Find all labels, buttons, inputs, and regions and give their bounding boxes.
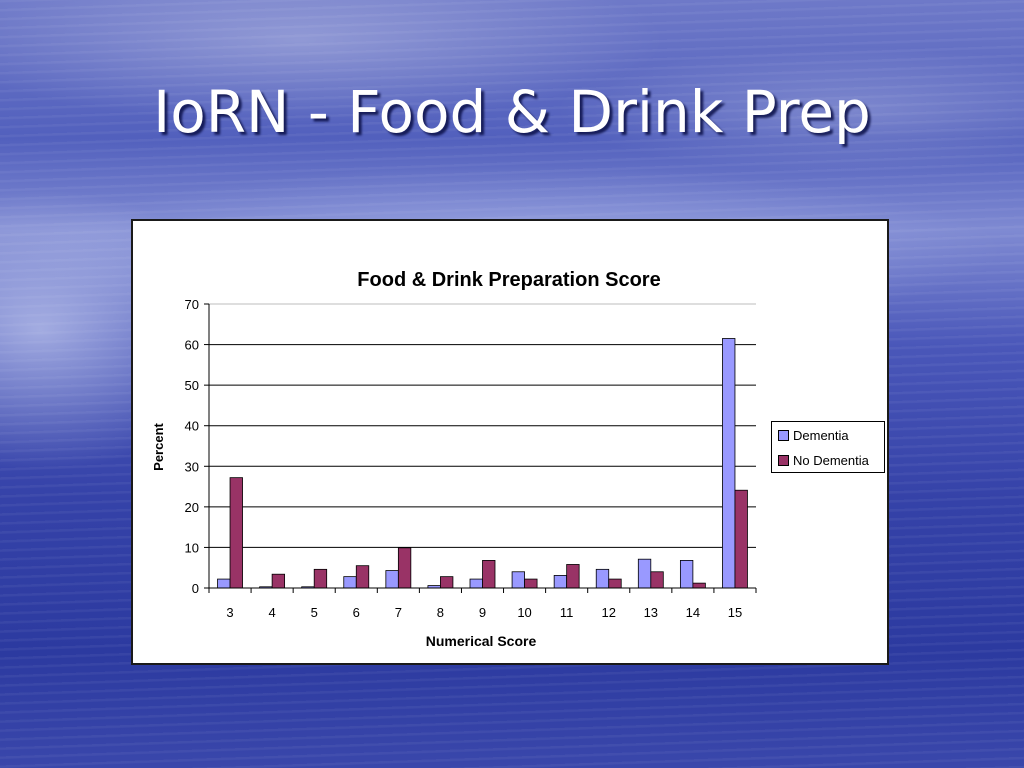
bar-no-dementia <box>608 578 622 589</box>
x-tick-label: 12 <box>601 605 615 620</box>
x-tick-label: 15 <box>728 605 742 620</box>
legend-swatch-no-dementia <box>778 455 789 467</box>
y-tick-label: 40 <box>185 419 199 434</box>
x-tick-label: 7 <box>395 605 402 620</box>
y-tick-label: 30 <box>185 459 199 474</box>
chart-legend: Dementia No Dementia <box>771 421 885 473</box>
bar-dementia <box>469 578 483 589</box>
bar-no-dementia <box>397 547 412 589</box>
slide-title: IoRN - Food & Drink Prep <box>153 78 871 146</box>
x-tick-label: 9 <box>479 605 486 620</box>
legend-swatch-dementia <box>778 430 789 442</box>
bar-dementia <box>511 571 525 589</box>
bar-dementia <box>722 338 736 589</box>
x-tick-label: 11 <box>560 605 574 620</box>
bar-dementia <box>679 560 694 589</box>
x-axis-label: Numerical Score <box>426 633 537 649</box>
bar-dementia <box>553 575 568 589</box>
x-tick-label: 10 <box>517 605 531 620</box>
y-tick-label: 20 <box>185 500 199 515</box>
x-tick-label: 13 <box>644 605 658 620</box>
x-tick-label: 5 <box>311 605 318 620</box>
y-tick-label: 60 <box>185 338 199 353</box>
legend-label-dementia: Dementia <box>793 428 849 443</box>
y-tick-label: 10 <box>185 540 199 555</box>
x-tick-label: 3 <box>226 605 233 620</box>
y-tick-label: 0 <box>192 581 199 596</box>
bar-dementia <box>595 568 610 589</box>
bar-no-dementia <box>692 582 706 589</box>
bars <box>217 338 748 589</box>
bar-no-dementia <box>440 576 454 589</box>
x-tick-label: 6 <box>353 605 360 620</box>
bar-no-dementia <box>229 477 243 589</box>
chart-title: Food & Drink Preparation Score <box>357 269 660 291</box>
bar-no-dementia <box>313 568 328 589</box>
bar-dementia <box>385 570 399 589</box>
bar-no-dementia <box>355 565 370 589</box>
y-tick-label: 70 <box>185 297 199 312</box>
x-tick-label: 14 <box>686 605 700 620</box>
legend-item-dementia: Dementia <box>778 428 849 444</box>
y-tick-label: 50 <box>185 378 199 393</box>
bar-no-dementia <box>734 489 748 589</box>
bar-no-dementia <box>482 560 496 589</box>
chart-frame: Food & Drink Preparation Score 0 10 20 30 40… <box>131 219 889 665</box>
x-tick-label: 8 <box>437 605 444 620</box>
bar-dementia <box>217 578 231 589</box>
bar-no-dementia <box>650 571 664 589</box>
y-axis-label: Percent <box>151 422 166 470</box>
x-tick-label: 4 <box>268 605 275 620</box>
bar-no-dementia <box>566 564 580 589</box>
bar-no-dementia <box>524 578 538 589</box>
bar-no-dementia <box>271 573 286 589</box>
legend-label-no-dementia: No Dementia <box>793 453 869 468</box>
bar-chart: Food & Drink Preparation Score 0 10 20 30 40… <box>151 269 757 649</box>
legend-item-no-dementia: No Dementia <box>778 453 869 469</box>
gridlines <box>209 303 756 548</box>
axes: 0 10 20 30 40 50 60 70 3 4 5 6 7 8 9 10 11 12 13 14 15 <box>185 297 757 620</box>
bar-dementia <box>343 576 357 589</box>
bar-dementia <box>637 558 652 589</box>
